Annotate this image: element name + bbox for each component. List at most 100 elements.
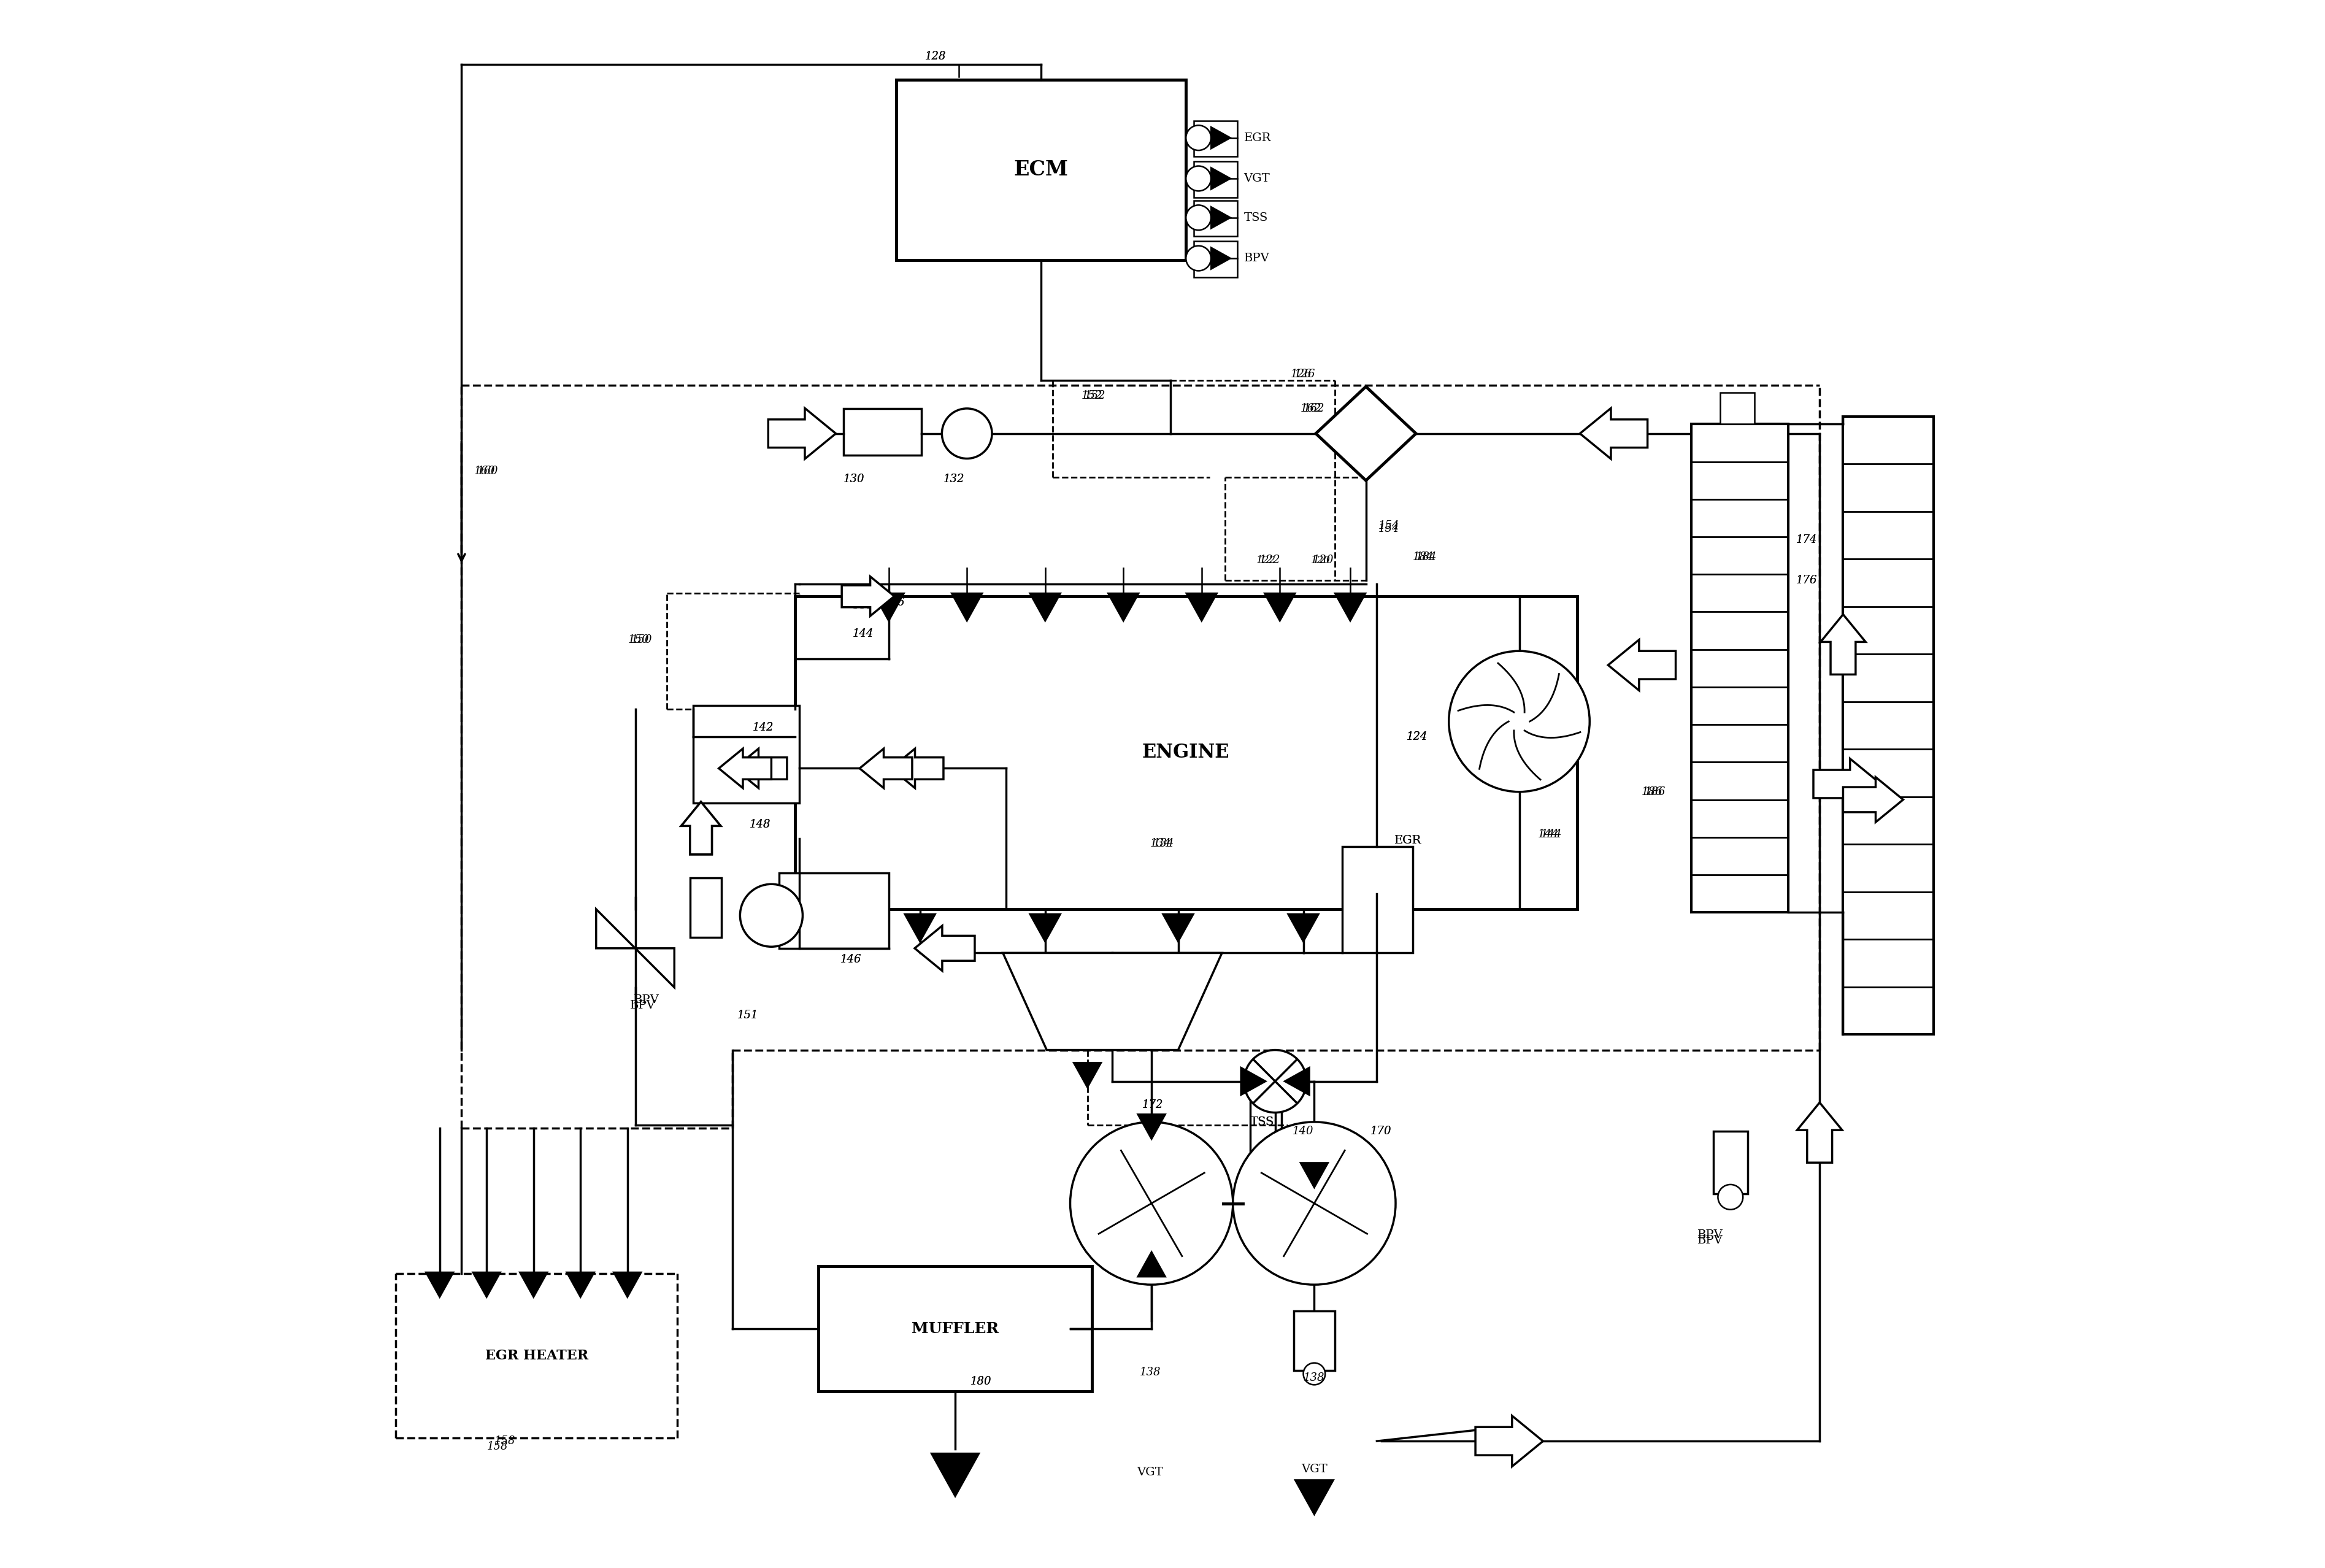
Polygon shape — [1335, 593, 1365, 621]
Text: 186: 186 — [1644, 786, 1665, 798]
Text: 126: 126 — [1295, 368, 1316, 379]
Text: 124: 124 — [1407, 732, 1428, 743]
Text: 156: 156 — [884, 597, 904, 608]
Text: 162: 162 — [1304, 403, 1325, 414]
Bar — [844, 409, 921, 455]
Text: VGT: VGT — [1244, 172, 1269, 183]
Text: 142: 142 — [753, 723, 774, 734]
Polygon shape — [595, 909, 635, 949]
Polygon shape — [914, 925, 974, 971]
Polygon shape — [1030, 593, 1060, 621]
Polygon shape — [635, 949, 674, 988]
Text: ECM: ECM — [1014, 160, 1070, 180]
Text: 151: 151 — [737, 1010, 758, 1021]
Text: EGR HEATER: EGR HEATER — [486, 1348, 588, 1363]
Text: 130: 130 — [844, 474, 865, 485]
Text: 146: 146 — [839, 953, 860, 964]
Polygon shape — [567, 1272, 595, 1297]
Polygon shape — [1295, 1480, 1332, 1515]
Text: 152: 152 — [1081, 390, 1102, 401]
Bar — [1844, 417, 1934, 1035]
Polygon shape — [1797, 1102, 1841, 1162]
Bar — [1193, 162, 1237, 198]
Text: 162: 162 — [1300, 403, 1321, 414]
Bar — [1251, 1094, 1281, 1156]
Polygon shape — [1476, 1416, 1544, 1466]
Polygon shape — [1288, 914, 1318, 942]
Polygon shape — [718, 748, 772, 789]
Polygon shape — [890, 748, 944, 789]
Text: 172: 172 — [1142, 1099, 1162, 1110]
Polygon shape — [1300, 1162, 1328, 1189]
Text: 144: 144 — [1539, 828, 1560, 839]
Circle shape — [1186, 125, 1211, 151]
Text: 154: 154 — [1379, 524, 1400, 535]
Polygon shape — [1814, 759, 1881, 809]
Text: 120: 120 — [1314, 555, 1335, 566]
Text: 142: 142 — [753, 723, 774, 734]
Text: 128: 128 — [925, 50, 946, 63]
Circle shape — [1448, 651, 1590, 792]
Bar — [897, 80, 1186, 260]
Polygon shape — [1211, 168, 1230, 190]
Text: 180: 180 — [970, 1377, 990, 1388]
Text: 156: 156 — [884, 597, 904, 608]
Text: 176: 176 — [1797, 575, 1818, 586]
Text: 126: 126 — [1290, 368, 1311, 379]
Bar — [1193, 121, 1237, 157]
Text: 158: 158 — [486, 1441, 509, 1452]
Text: BPV: BPV — [1697, 1229, 1723, 1240]
Text: 186: 186 — [1641, 786, 1662, 798]
Text: 180: 180 — [970, 1377, 990, 1388]
Text: 148: 148 — [749, 818, 770, 829]
Polygon shape — [1211, 207, 1230, 229]
Polygon shape — [860, 748, 911, 789]
Circle shape — [1718, 1184, 1744, 1209]
Polygon shape — [1581, 408, 1648, 459]
Bar — [1193, 241, 1237, 278]
Polygon shape — [932, 1454, 979, 1496]
Text: 146: 146 — [839, 953, 860, 964]
Text: 170: 170 — [1372, 1126, 1393, 1137]
Text: 140: 140 — [1293, 1126, 1314, 1137]
Polygon shape — [735, 748, 786, 789]
Polygon shape — [1211, 127, 1230, 149]
Polygon shape — [1074, 1063, 1102, 1088]
Text: 138: 138 — [1139, 1367, 1160, 1378]
Polygon shape — [1162, 914, 1193, 942]
Bar — [818, 1265, 1093, 1391]
Circle shape — [1186, 166, 1211, 191]
Polygon shape — [842, 577, 895, 616]
Text: 176: 176 — [1797, 575, 1818, 586]
Text: 174: 174 — [1797, 535, 1818, 546]
Circle shape — [942, 409, 993, 458]
Text: 144: 144 — [853, 601, 872, 612]
Text: EGR: EGR — [1395, 834, 1421, 845]
Text: 134: 134 — [1151, 837, 1172, 848]
Polygon shape — [614, 1272, 642, 1297]
Circle shape — [739, 884, 802, 947]
Circle shape — [1304, 1363, 1325, 1385]
Text: 184: 184 — [1414, 552, 1435, 563]
Polygon shape — [1283, 1068, 1309, 1096]
Text: 144: 144 — [853, 629, 874, 640]
Text: ENGINE: ENGINE — [1142, 743, 1230, 762]
Bar — [1193, 201, 1237, 237]
Polygon shape — [1030, 914, 1060, 942]
Bar — [1714, 1132, 1748, 1193]
Text: EGR: EGR — [1244, 132, 1272, 143]
Bar — [1295, 1311, 1335, 1370]
Bar — [779, 873, 888, 949]
Text: 184: 184 — [1416, 552, 1437, 563]
Text: 174: 174 — [1797, 535, 1818, 546]
Bar — [1342, 847, 1414, 953]
Text: 148: 148 — [749, 818, 770, 829]
Text: 134: 134 — [1153, 837, 1174, 848]
Bar — [693, 706, 800, 803]
Polygon shape — [767, 408, 835, 459]
Polygon shape — [1609, 640, 1676, 690]
Polygon shape — [1820, 615, 1865, 674]
Polygon shape — [1002, 953, 1223, 1051]
Text: 132: 132 — [944, 474, 965, 485]
Text: BPV: BPV — [1244, 252, 1269, 263]
